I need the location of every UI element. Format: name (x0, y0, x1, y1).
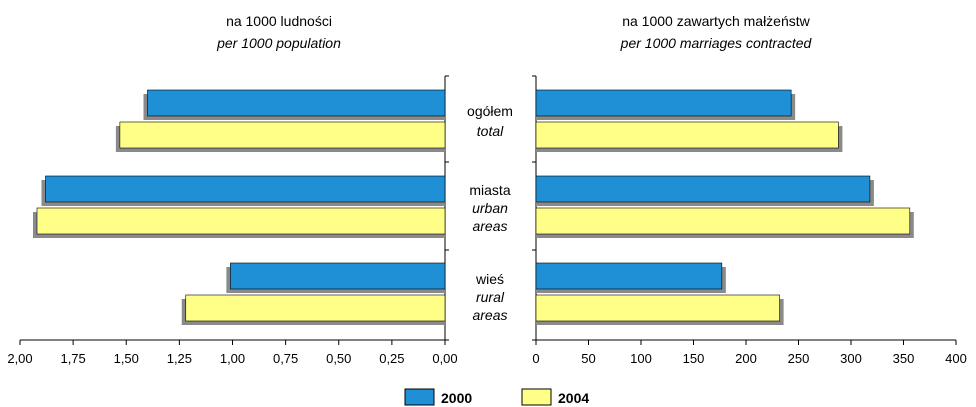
legend-label-2000: 2000 (441, 390, 472, 406)
category-label-sub: areas (472, 307, 507, 323)
category-label-sub: rural (476, 289, 505, 305)
x-tick-label: 1,75 (60, 351, 85, 366)
bar-2004-total (535, 121, 839, 149)
category-label-urban: miasta urban areas (469, 182, 510, 234)
bar-2000-urban (45, 175, 446, 203)
category-label-main: miasta (469, 182, 510, 198)
right-chart-title: na 1000 zawartych małżeństw (622, 13, 810, 29)
category-label-main: wieś (475, 271, 504, 287)
x-tick-label: 0,25 (379, 351, 404, 366)
x-tick-label: 400 (945, 351, 967, 366)
x-tick-label: 1,25 (167, 351, 192, 366)
x-tick-label: 0,75 (273, 351, 298, 366)
bar-2004-urban (535, 207, 911, 235)
x-tick-label: 50 (581, 351, 595, 366)
bar-2000-total (535, 89, 792, 117)
left-chart-subtitle: per 1000 population (216, 35, 341, 51)
legend: 2000 2004 (404, 388, 589, 406)
category-label-rural: wieś rural areas (472, 271, 507, 323)
bar-2004-urban (36, 207, 446, 235)
x-tick-label: 250 (788, 351, 810, 366)
bar-2004-total (119, 121, 446, 149)
bar-2000-total (147, 89, 446, 117)
x-tick-label: 0 (532, 351, 539, 366)
x-tick-label: 1,50 (114, 351, 139, 366)
x-tick-label: 1,00 (220, 351, 245, 366)
left-chart-marks: 2,00 1,75 1,50 1,25 1,00 0,75 0,50 0,25 0,00 (7, 75, 458, 366)
x-tick-label: 300 (840, 351, 862, 366)
category-label-sub: urban (472, 200, 508, 216)
bar-2004-rural (535, 294, 780, 322)
x-tick-label: 350 (893, 351, 915, 366)
right-chart-marks: 0 50 100 150 200 250 300 350 400 (532, 75, 967, 366)
legend-swatch-2004 (521, 388, 552, 406)
x-tick-label: 100 (630, 351, 652, 366)
bar-2000-rural (230, 262, 446, 290)
left-chart-title: na 1000 ludności (226, 13, 332, 29)
category-label-sub: total (477, 123, 504, 139)
bar-2004-rural (185, 294, 446, 322)
bar-2000-urban (535, 175, 871, 203)
bar-2000-rural (535, 262, 723, 290)
x-tick-label: 200 (735, 351, 757, 366)
legend-swatch-2000 (404, 388, 435, 406)
x-tick-label: 150 (683, 351, 705, 366)
x-tick-label: 0,00 (432, 351, 457, 366)
x-tick-label: 0,50 (326, 351, 351, 366)
x-tick-label: 2,00 (7, 351, 32, 366)
category-label-main: ogółem (467, 103, 513, 119)
legend-label-2004: 2004 (558, 390, 589, 406)
category-label-total: ogółem total (467, 103, 513, 139)
category-label-sub: areas (472, 218, 507, 234)
right-chart-subtitle: per 1000 marriages contracted (620, 35, 813, 51)
